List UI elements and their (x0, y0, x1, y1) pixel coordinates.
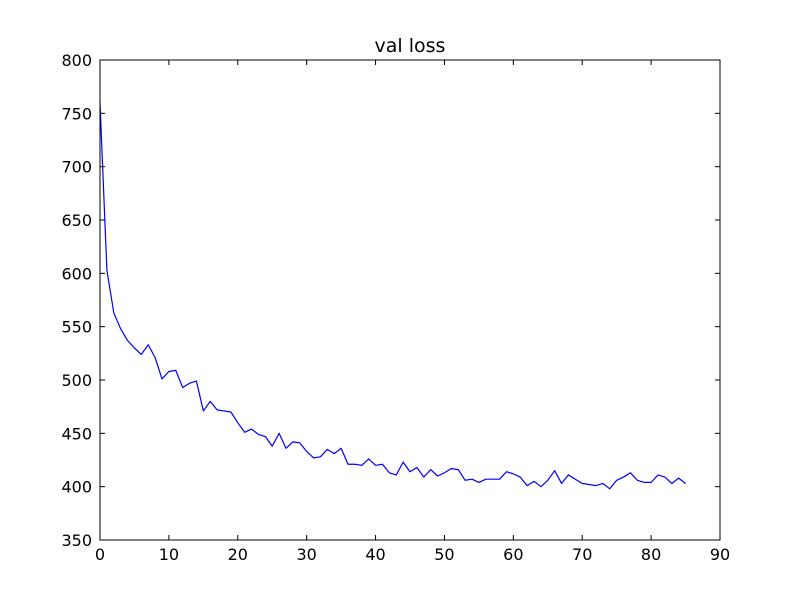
x-tick-label: 90 (710, 545, 730, 564)
chart-title: val loss (375, 35, 446, 57)
y-tick-label: 600 (61, 264, 92, 283)
x-tick-label: 0 (95, 545, 105, 564)
axis-ticks: 0 10 20 30 40 50 60 70 80 90 350 400 450 500 550 600 650… (61, 51, 730, 564)
y-tick-label: 450 (61, 424, 92, 443)
x-tick-label: 20 (228, 545, 248, 564)
x-tick-label: 40 (365, 545, 385, 564)
y-tick-label: 350 (61, 531, 92, 550)
x-tick-label: 60 (503, 545, 523, 564)
y-tick-label: 650 (61, 211, 92, 230)
y-tick-label: 800 (61, 51, 92, 70)
x-tick-label: 70 (572, 545, 592, 564)
y-tick-label: 400 (61, 478, 92, 497)
y-tick-label: 500 (61, 371, 92, 390)
x-tick-label: 10 (159, 545, 179, 564)
y-tick-label: 750 (61, 104, 92, 123)
y-tick-label: 700 (61, 158, 92, 177)
series-line-0 (99, 102, 686, 490)
plot-area (99, 102, 686, 490)
x-tick-label: 80 (641, 545, 661, 564)
x-tick-label: 50 (434, 545, 454, 564)
y-tick-label: 550 (61, 318, 92, 337)
axes-frame (99, 59, 721, 541)
x-tick-label: 30 (296, 545, 316, 564)
